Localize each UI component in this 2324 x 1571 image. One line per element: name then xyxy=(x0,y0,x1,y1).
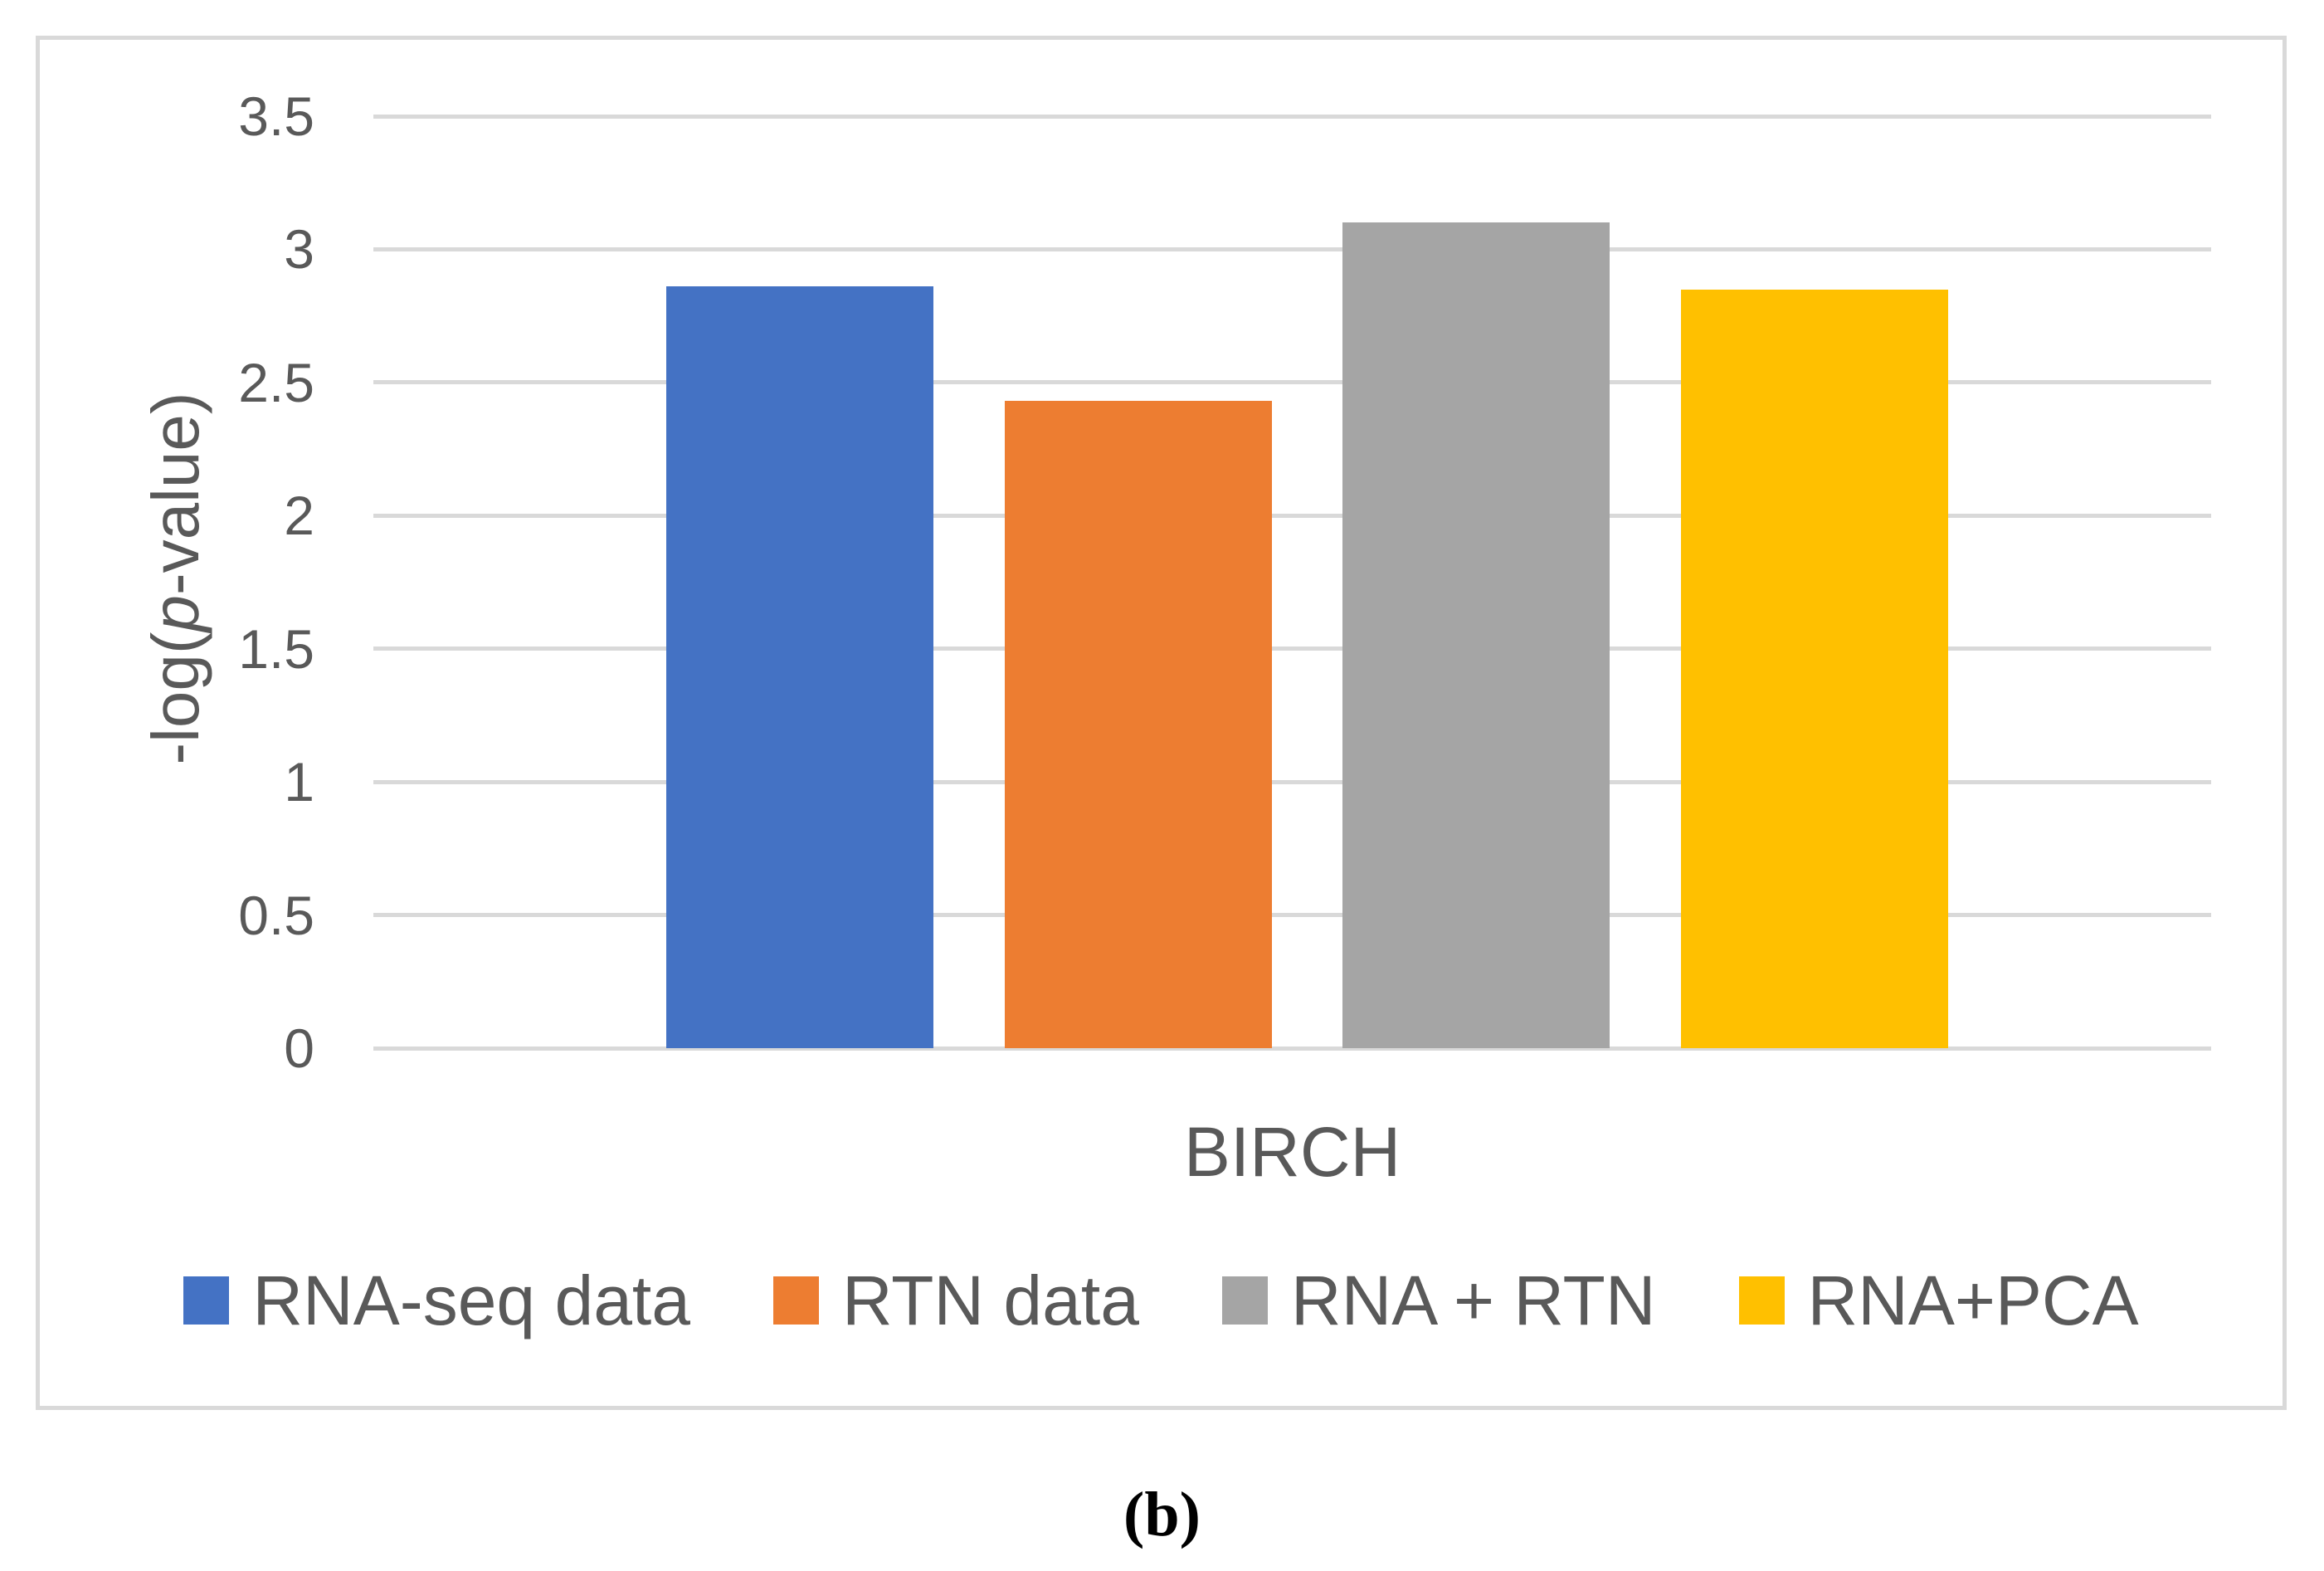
gridline-y-3 xyxy=(373,246,2211,251)
gridline-y-0.5 xyxy=(373,913,2211,918)
legend-label-rna-pca: RNA+PCA xyxy=(1807,1261,2139,1339)
bar-rna-rtn xyxy=(1342,222,1610,1048)
y-tick-label-0.5: 0.5 xyxy=(238,884,314,946)
y-axis-title: -log(p-value) xyxy=(139,246,212,910)
x-category-label: BIRCH xyxy=(1183,1113,1401,1191)
bar-rna-seq-data xyxy=(666,286,933,1048)
y-tick-label-0: 0 xyxy=(284,1017,314,1079)
chart-area: -log(p-value) 0 0.5 1 1.5 2 2.5 3 3.5 BIRCH RNA… xyxy=(36,36,2287,1410)
gridline-y-2 xyxy=(373,513,2211,518)
legend-item-rna-seq-data: RNA-seq data xyxy=(183,1266,690,1335)
figure-caption: (b) xyxy=(1123,1480,1201,1549)
legend: RNA-seq data RTN data RNA + RTN RNA+PCA xyxy=(40,1266,2283,1335)
legend-item-rna-pca: RNA+PCA xyxy=(1738,1261,2139,1339)
legend-swatch-rtn-data xyxy=(772,1276,819,1325)
bar-rtn-data xyxy=(1004,401,1272,1048)
legend-label-rna-seq-data: RNA-seq data xyxy=(252,1261,690,1339)
gridline-y-2.5 xyxy=(373,380,2211,385)
gridline-y-3.5 xyxy=(373,114,2211,119)
legend-swatch-rna-rtn xyxy=(1221,1276,1268,1325)
legend-item-rtn-data: RTN data xyxy=(772,1261,1139,1339)
gridline-y-1 xyxy=(373,779,2211,784)
plot-area xyxy=(373,114,2211,1051)
legend-item-rna-rtn: RNA + RTN xyxy=(1221,1261,1656,1339)
legend-swatch-rna-seq-data xyxy=(183,1276,230,1325)
gridline-y-1.5 xyxy=(373,646,2211,651)
y-tick-label-3.5: 3.5 xyxy=(238,85,314,147)
y-tick-label-2.5: 2.5 xyxy=(238,351,314,413)
y-tick-label-2: 2 xyxy=(284,485,314,547)
y-tick-label-3: 3 xyxy=(284,218,314,281)
legend-label-rna-rtn: RNA + RTN xyxy=(1290,1261,1656,1339)
gridline-y-0 xyxy=(373,1046,2211,1051)
legend-swatch-rna-pca xyxy=(1738,1276,1785,1325)
bar-rna-pca xyxy=(1681,289,1949,1048)
y-tick-label-1.5: 1.5 xyxy=(238,617,314,680)
legend-label-rtn-data: RTN data xyxy=(841,1261,1139,1339)
y-tick-label-1: 1 xyxy=(284,751,314,813)
